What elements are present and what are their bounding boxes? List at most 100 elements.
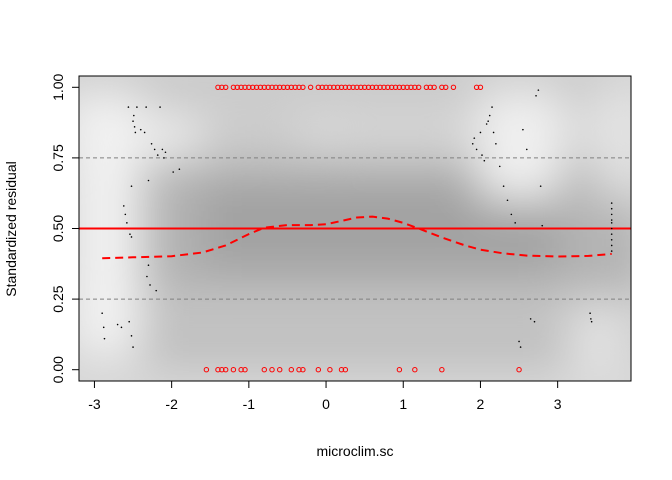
outlier-points [203,84,522,373]
residual-point [178,168,181,170]
outlier-point [404,84,410,90]
residual-point [103,337,106,340]
residual-point [541,224,544,227]
outlier-point [246,84,252,90]
residual-point [475,148,478,151]
outlier-point [346,84,352,90]
x-tick-label: 2 [477,396,485,412]
residual-point [133,114,135,117]
outlier-point [230,367,237,373]
residual-point [153,148,156,151]
residual-point [485,123,488,125]
residual-point [519,346,522,348]
residual-point [471,142,474,145]
outlier-point [242,84,248,90]
outlier-point [350,84,356,90]
residual-point [488,114,491,117]
outlier-point [431,84,437,90]
outlier-point [331,84,337,90]
residual-point [539,185,542,187]
residual-point [101,312,103,315]
residual-point [610,219,613,221]
residual-point [610,202,613,204]
outlier-point [342,367,349,373]
residual-point [529,318,532,320]
residual-point [483,159,486,162]
x-tick-label: 0 [322,396,330,412]
outlier-point [253,84,260,90]
outlier-point [315,84,322,90]
residual-point [136,106,138,108]
outlier-point [238,84,244,90]
y-tick-label: 0.00 [50,356,66,383]
residual-point [126,222,128,224]
residual-point [156,154,159,156]
residual-point [473,137,476,139]
residual-point [124,213,127,216]
residual-point [610,222,613,224]
residual-points [101,89,613,348]
residual-point [122,205,125,207]
outlier-point [300,367,306,373]
outlier-point [365,84,372,90]
outlier-point [230,84,237,90]
residual-point [116,323,119,326]
residual-point [120,326,123,329]
outlier-point [257,84,264,90]
y-tick-label: 0.50 [50,215,66,242]
residual-point [128,320,130,323]
x-axis: -3 -2 -1 0 1 2 3 [88,380,562,412]
outlier-point [273,84,279,90]
outlier-point [439,84,445,90]
outlier-point [323,84,329,90]
outlier-point [412,367,418,373]
residual-point [610,244,613,247]
outlier-point [222,367,229,373]
outlier-point [450,84,457,90]
smooth-curve-layer [102,215,612,260]
smooth-curve [102,215,612,260]
residual-point [610,227,613,230]
residual-point [130,236,133,238]
outlier-point [284,84,291,90]
outlier-point [388,84,395,90]
outlier-point [261,367,267,373]
outlier-point [338,367,345,373]
outlier-point [288,84,295,90]
outlier-point [269,84,275,90]
outlier-point [477,84,484,90]
residual-point [133,126,136,128]
x-tick-label: -2 [165,396,178,412]
outlier-point [296,367,302,373]
residual-point [147,179,150,182]
residual-point [172,171,174,173]
outlier-point [215,367,221,373]
outlier-point [219,84,225,90]
residual-point [479,131,482,134]
outlier-point [385,84,391,90]
outlier-point [408,84,414,90]
residual-point [590,318,592,320]
residual-point [522,128,524,131]
outlier-point [334,84,341,90]
residual-point [610,233,613,235]
outlier-point [400,84,406,90]
outlier-point [396,84,403,90]
residual-point [610,207,613,210]
outlier-point [396,367,403,373]
outlier-point [288,367,295,373]
residual-point [146,275,148,278]
x-tick-label: -3 [88,396,101,412]
outlier-point [222,84,229,90]
outlier-point [327,367,333,373]
outlier-point [516,367,522,373]
residual-point [514,222,516,224]
outlier-point [319,84,325,90]
outlier-point [377,84,383,90]
x-axis-label: microclim.sc [317,443,394,459]
residual-point [533,320,536,323]
residual-point [590,320,593,323]
outlier-point [373,84,379,90]
residual-point [150,142,153,145]
